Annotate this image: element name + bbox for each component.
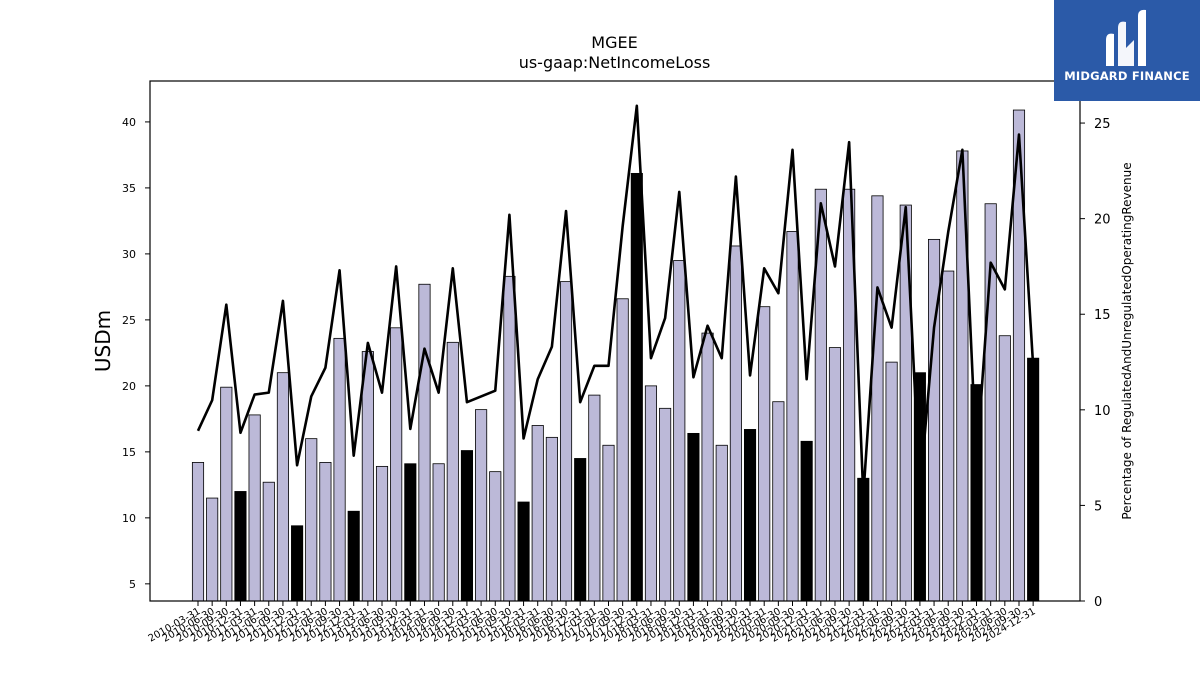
bar xyxy=(715,444,728,602)
bar xyxy=(418,283,431,602)
bar xyxy=(885,361,898,602)
bar xyxy=(291,525,304,602)
bar xyxy=(475,409,488,602)
bar xyxy=(644,385,658,602)
bar xyxy=(616,298,629,602)
bar xyxy=(659,407,672,602)
plot-frame xyxy=(149,80,1081,602)
line-series xyxy=(196,104,1035,498)
y2-tick-label: 10 xyxy=(1094,404,1111,419)
bar xyxy=(361,351,374,602)
y-axis-left: 5 10 15 20 25 30 35 40 xyxy=(122,116,150,591)
bar xyxy=(531,425,544,602)
x-axis: 2010-03-312010-06-302010-09-302010-12-31… xyxy=(147,601,1038,645)
chart-subtitle: us-gaap:NetIncomeLoss xyxy=(519,53,711,72)
y-tick-label: 5 xyxy=(129,578,136,591)
bar xyxy=(404,463,417,602)
bar xyxy=(602,444,615,602)
bar xyxy=(574,458,587,602)
bar xyxy=(998,335,1011,602)
bar xyxy=(489,471,502,602)
y-axis-right: 0 5 10 15 20 25 xyxy=(1080,117,1111,610)
bar xyxy=(630,172,643,602)
bar xyxy=(262,481,275,602)
bar xyxy=(673,260,686,602)
bar xyxy=(517,501,530,602)
bar xyxy=(942,270,955,602)
bar xyxy=(743,429,757,602)
bar xyxy=(390,327,403,602)
y-tick-label: 10 xyxy=(122,512,136,525)
bar xyxy=(786,231,799,602)
bar xyxy=(305,438,318,602)
y2-tick-label: 25 xyxy=(1094,117,1111,132)
bar xyxy=(687,432,700,602)
y-tick-label: 35 xyxy=(122,182,136,195)
bar xyxy=(828,347,842,602)
y2-tick-label: 20 xyxy=(1094,213,1111,228)
bar-series xyxy=(191,109,1040,602)
bar xyxy=(220,386,233,602)
bar xyxy=(248,414,261,602)
bar xyxy=(772,401,785,602)
bar xyxy=(1027,357,1040,602)
bar xyxy=(871,195,884,602)
bar xyxy=(446,341,459,602)
logo-text: MIDGARD FINANCE xyxy=(1064,69,1190,83)
y-tick-label: 20 xyxy=(122,380,136,393)
bar xyxy=(333,337,346,602)
y-tick-label: 15 xyxy=(122,446,136,459)
midgard-finance-logo: MIDGARD FINANCE xyxy=(1054,0,1200,101)
bar xyxy=(503,275,516,602)
line-series-path xyxy=(196,104,1035,498)
bar xyxy=(701,332,714,602)
bar xyxy=(191,462,205,602)
bar xyxy=(375,465,389,602)
bar xyxy=(276,372,289,602)
bar xyxy=(234,491,247,602)
bar xyxy=(432,463,445,602)
y2-tick-label: 15 xyxy=(1094,308,1111,323)
y2-axis-label: Percentage of RegulatedAndUnregulatedOpe… xyxy=(1120,162,1134,519)
bar xyxy=(460,450,473,602)
bar xyxy=(758,306,771,602)
bar xyxy=(729,245,742,602)
y-tick-label: 25 xyxy=(122,314,136,327)
bar xyxy=(559,281,573,602)
logo-mark-icon xyxy=(1106,9,1146,67)
bar xyxy=(800,440,813,602)
y2-tick-label: 5 xyxy=(1094,499,1102,514)
bar xyxy=(588,394,601,602)
y-tick-label: 30 xyxy=(122,248,136,261)
bar xyxy=(347,510,360,602)
bar xyxy=(319,462,332,602)
y-axis-label: USDm xyxy=(91,310,115,372)
bar xyxy=(206,497,219,602)
y-tick-label: 40 xyxy=(122,116,136,129)
chart-title: MGEE xyxy=(591,33,637,52)
bar xyxy=(545,436,558,602)
y2-tick-label: 0 xyxy=(1094,595,1102,610)
